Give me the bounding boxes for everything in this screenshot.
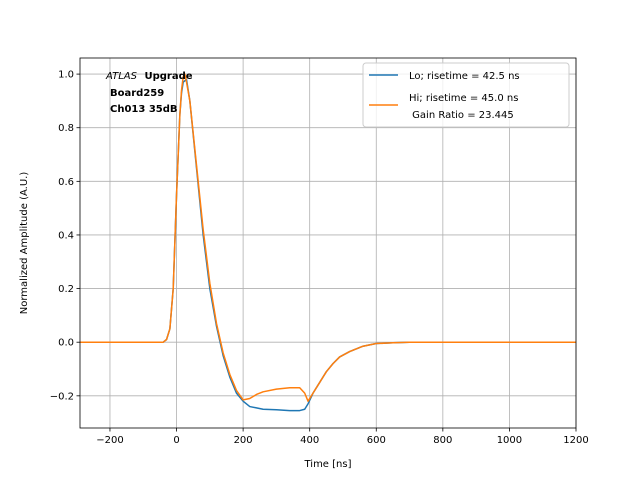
ticks: −200 0 200 400 600 800 1000 1200 −0.2 0.0 0.2 0.4 0.… bbox=[50, 70, 589, 446]
annotation-line-3: Ch013 35dB bbox=[110, 104, 178, 115]
y-axis-title: Normalized Amplitude (A.U.) bbox=[19, 172, 30, 315]
y-tick-label: 0.4 bbox=[58, 230, 74, 241]
x-tick-label: 600 bbox=[367, 435, 386, 446]
y-tick-label: 0.6 bbox=[58, 177, 74, 188]
atlas-annotation: ATLAS Upgrade Board259 Ch013 35dB bbox=[105, 71, 193, 115]
legend-label-hi-gain: Gain Ratio = 23.445 bbox=[409, 110, 514, 121]
y-tick-label: 0.8 bbox=[58, 123, 74, 134]
annotation-line-1: ATLAS Upgrade bbox=[105, 71, 193, 82]
series-group bbox=[80, 73, 576, 412]
x-tick-label: 0 bbox=[173, 435, 179, 446]
x-tick-label: 400 bbox=[300, 435, 319, 446]
annotation-italic: ATLAS bbox=[105, 71, 138, 82]
x-tick-label: −200 bbox=[96, 435, 123, 446]
annotation-bold: Upgrade bbox=[144, 71, 192, 82]
y-tick-label: 0.2 bbox=[58, 284, 74, 295]
legend-label-hi: Hi; risetime = 45.0 ns bbox=[409, 93, 518, 104]
legend-label-lo: Lo; risetime = 42.5 ns bbox=[409, 71, 520, 82]
y-tick-label: −0.2 bbox=[50, 391, 74, 402]
x-tick-label: 800 bbox=[433, 435, 452, 446]
x-tick-label: 1000 bbox=[497, 435, 522, 446]
y-tick-label: 0.0 bbox=[58, 338, 74, 349]
x-axis-title: Time [ns] bbox=[303, 459, 351, 470]
plot-frame bbox=[79, 57, 577, 429]
series-line-hi bbox=[80, 73, 576, 402]
annotation-line-2: Board259 bbox=[110, 88, 164, 99]
x-tick-label: 1200 bbox=[563, 435, 588, 446]
x-tick-label: 200 bbox=[234, 435, 253, 446]
y-tick-label: 1.0 bbox=[58, 70, 74, 81]
legend-box bbox=[362, 62, 570, 128]
legend: Lo; risetime = 42.5 ns Hi; risetime = 45… bbox=[362, 62, 570, 128]
